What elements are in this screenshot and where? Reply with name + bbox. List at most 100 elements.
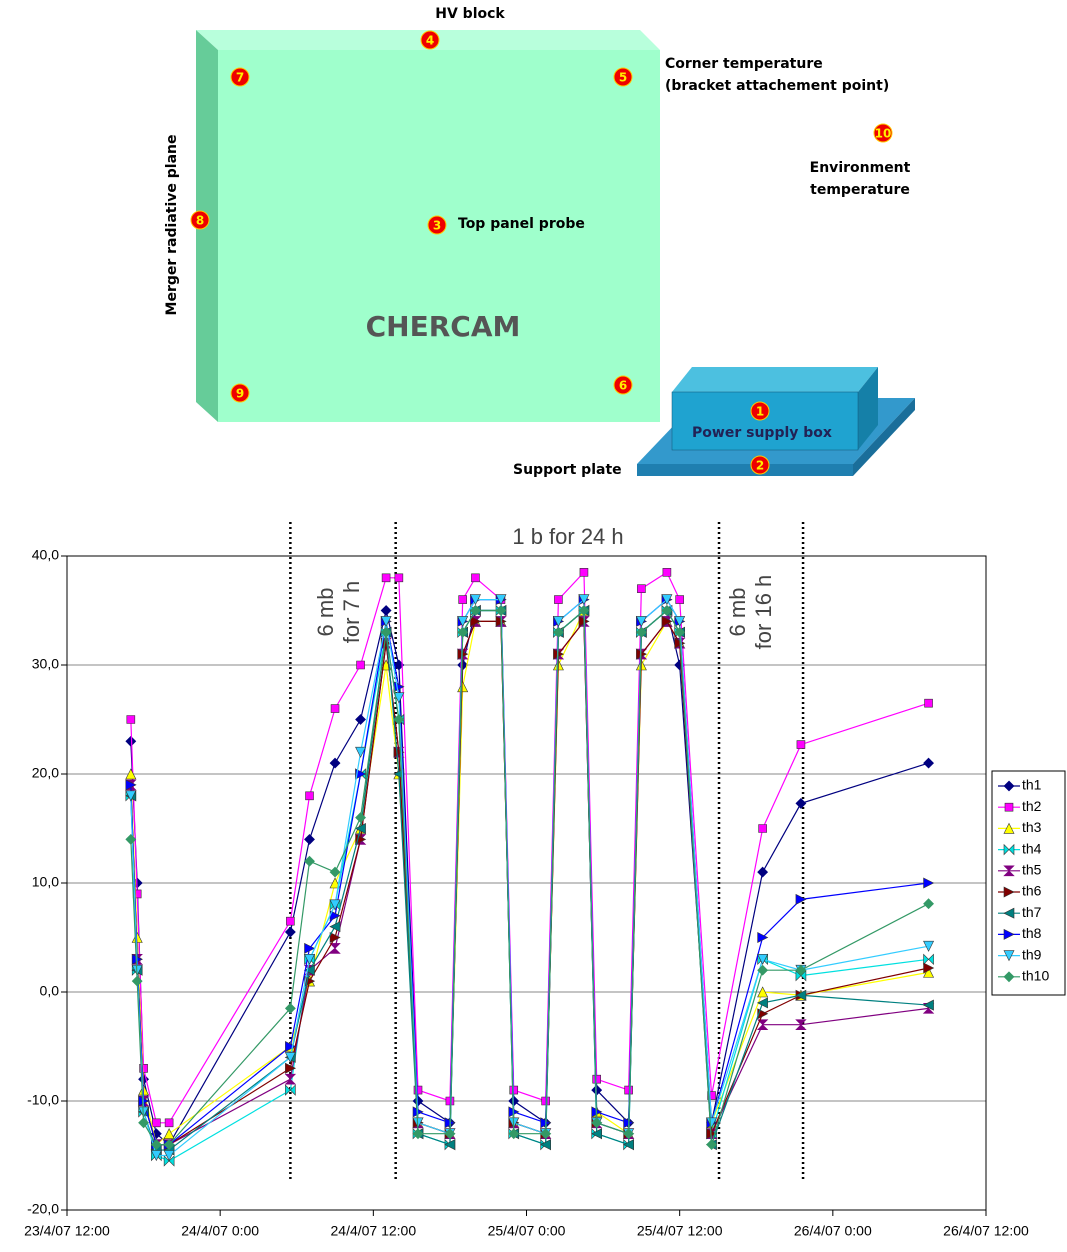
psu-top	[672, 367, 878, 392]
legend-label: th4	[1022, 840, 1042, 856]
label: Power supply box	[692, 425, 832, 441]
label: HV block	[435, 6, 505, 22]
marker	[757, 866, 769, 878]
marker	[923, 962, 935, 974]
annotation: for 16 h	[751, 575, 776, 650]
marker	[923, 966, 935, 978]
probe-label: 6	[619, 379, 627, 393]
marker	[539, 1139, 551, 1151]
marker	[355, 714, 366, 725]
marker	[578, 605, 590, 616]
y-tick-label: -20,0	[27, 1201, 59, 1217]
marker	[552, 626, 564, 638]
marker	[284, 926, 296, 938]
marker	[756, 1019, 769, 1030]
marker	[394, 573, 404, 583]
marker	[329, 943, 341, 954]
marker	[591, 1117, 603, 1129]
marker	[661, 594, 673, 606]
marker	[623, 1128, 635, 1140]
marker	[923, 898, 934, 910]
marker	[554, 595, 563, 604]
psu-side	[858, 367, 878, 450]
x-tick-label: 26/4/07 12:00	[943, 1223, 1029, 1239]
probe	[750, 401, 770, 421]
marker	[355, 746, 367, 758]
legend-label: th10	[1022, 968, 1049, 984]
marker	[622, 1139, 634, 1151]
legend-label: th9	[1022, 946, 1042, 962]
marker	[795, 989, 807, 1001]
plate-side	[853, 398, 915, 476]
annotation: 1 b for 24 h	[512, 524, 623, 549]
marker	[795, 964, 807, 976]
series	[125, 604, 935, 1150]
marker	[285, 1041, 297, 1052]
marker	[458, 595, 467, 604]
x-tick-label: 24/4/07 12:00	[331, 1223, 417, 1239]
x-tick-label: 25/4/07 12:00	[637, 1223, 723, 1239]
marker	[757, 964, 769, 976]
marker	[1003, 928, 1015, 940]
marker	[661, 615, 673, 627]
legend-label: th6	[1022, 883, 1042, 899]
label: temperature	[810, 182, 910, 198]
marker	[412, 1128, 424, 1140]
series-line	[130, 598, 929, 1146]
marker	[329, 921, 341, 933]
marker	[1003, 780, 1015, 792]
marker	[923, 877, 935, 889]
legend-label: th3	[1022, 819, 1042, 835]
marker	[355, 768, 367, 780]
series	[126, 568, 933, 1128]
marker	[592, 1074, 602, 1084]
marker	[706, 1139, 718, 1151]
marker	[1003, 886, 1015, 898]
label: Top panel probe	[458, 216, 585, 232]
x-tick-label: 23/4/07 12:00	[24, 1223, 110, 1239]
marker	[457, 681, 469, 693]
probe	[613, 67, 633, 87]
probe-label: 4	[426, 34, 434, 48]
marker	[286, 916, 295, 926]
marker	[552, 616, 564, 628]
marker	[305, 791, 314, 801]
marker	[164, 1118, 174, 1128]
marker	[471, 573, 480, 583]
marker	[1003, 822, 1015, 834]
marker	[381, 573, 391, 583]
marker	[674, 626, 686, 638]
legend-label: th2	[1022, 798, 1042, 814]
marker	[131, 931, 143, 943]
marker	[444, 1139, 456, 1151]
marker	[923, 940, 935, 952]
marker	[393, 692, 405, 704]
marker	[138, 1117, 150, 1129]
probe	[420, 30, 440, 50]
marker	[330, 704, 340, 713]
marker	[125, 833, 137, 845]
marker	[495, 594, 507, 606]
label: Corner temperature	[665, 56, 823, 72]
probe	[230, 383, 250, 403]
series	[125, 594, 935, 1151]
probe-label: 9	[236, 387, 244, 401]
probe	[873, 123, 893, 143]
marker	[923, 757, 934, 769]
marker	[795, 1019, 807, 1030]
marker	[635, 626, 647, 638]
marker	[131, 975, 143, 987]
marker	[661, 605, 673, 616]
series	[125, 605, 934, 1151]
marker	[1003, 843, 1015, 856]
label: CHERCAM	[366, 310, 521, 343]
series-line	[130, 609, 929, 1146]
probe	[613, 375, 633, 395]
marker	[674, 616, 686, 628]
probe-label: 10	[875, 127, 892, 141]
marker	[579, 568, 589, 577]
y-tick-label: 10,0	[32, 874, 59, 890]
marker	[1003, 950, 1015, 962]
legend-label: th5	[1022, 862, 1042, 878]
marker	[470, 605, 481, 616]
